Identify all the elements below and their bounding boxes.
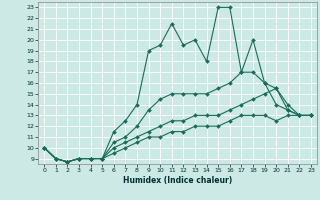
- X-axis label: Humidex (Indice chaleur): Humidex (Indice chaleur): [123, 176, 232, 185]
